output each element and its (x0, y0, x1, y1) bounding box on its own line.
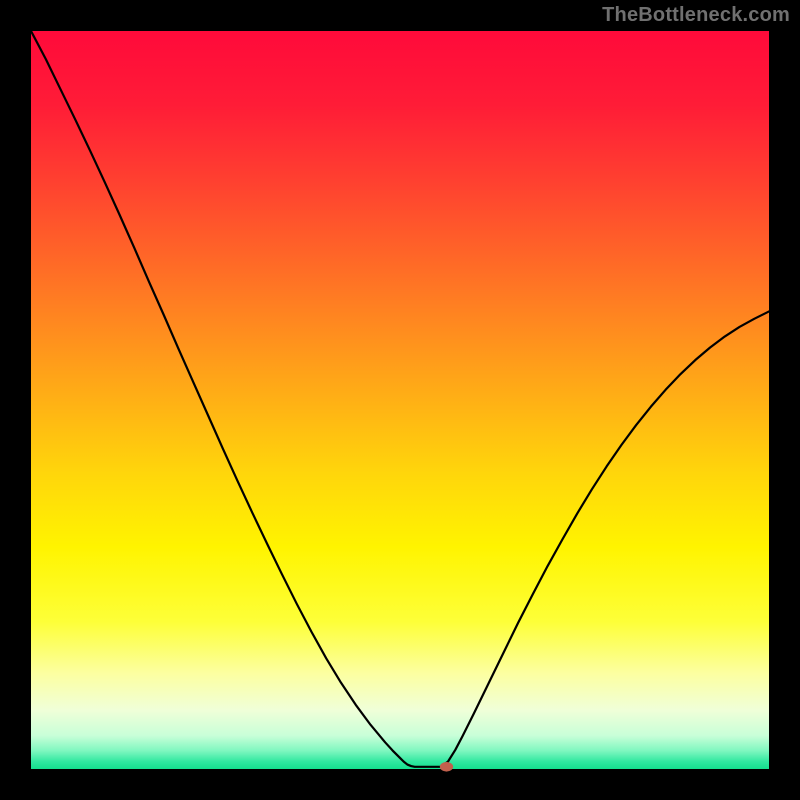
chart-svg (0, 0, 800, 800)
gradient-background (31, 31, 769, 769)
outer-frame: TheBottleneck.com (0, 0, 800, 800)
minimum-marker (440, 762, 453, 772)
